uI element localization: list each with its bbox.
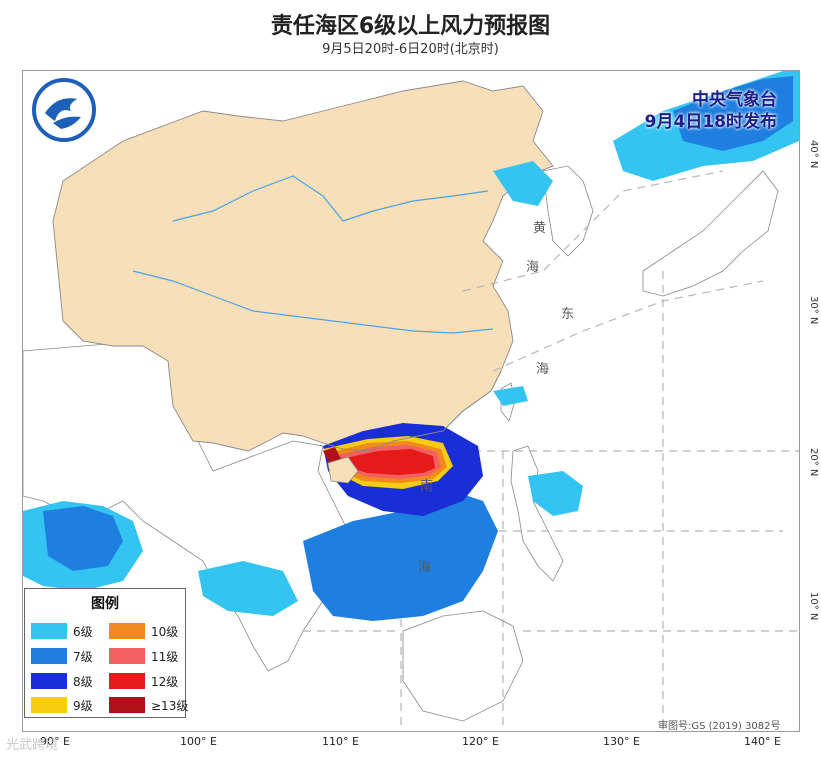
legend-label-10: 10级 (151, 625, 179, 639)
land-japan (642, 170, 779, 297)
lon-label-120: 120° E (462, 735, 499, 748)
land-china (52, 80, 554, 452)
legend-swatch-7 (31, 648, 67, 664)
issue-time: 9月4日18时发布 (644, 112, 777, 132)
coastline (322, 370, 502, 452)
cma-logo (31, 77, 97, 143)
lat-label-20: 20° N (808, 448, 819, 477)
sea-label-east-2: 海 (536, 362, 550, 377)
legend-swatch-6 (31, 623, 67, 639)
legend: 图例 6级 10级 7级 11级 8级 12级 9级 ≥13级 (24, 588, 189, 718)
sea-label-south-2: 海 (418, 560, 432, 575)
land-philippines (510, 445, 564, 582)
land-korea (542, 165, 594, 257)
legend-label-7: 7级 (73, 650, 93, 664)
legend-label-6: 6级 (73, 625, 93, 639)
lon-label-130: 130° E (603, 735, 640, 748)
issuer-name: 中央气象台 (692, 90, 777, 110)
legend-swatch-10 (109, 623, 145, 639)
wind-level-12-area (341, 449, 435, 475)
lon-label-100: 100° E (180, 735, 217, 748)
legend-label-13: ≥13级 (151, 699, 189, 713)
land-hainan (327, 456, 359, 484)
legend-label-12: 12级 (151, 675, 179, 689)
lat-label-10: 10° N (808, 592, 819, 621)
sea-label-east-1: 东 (561, 307, 575, 322)
watermark: 光武跨境 (6, 738, 59, 753)
issuer-block: 中央气象台 9月4日18时发布 (645, 89, 777, 133)
legend-swatch-12 (109, 673, 145, 689)
lon-label-110: 110° E (322, 735, 359, 748)
legend-label-11: 11级 (151, 650, 179, 664)
sea-label-south-1: 南 (420, 479, 434, 494)
wind-level-13-area (323, 447, 341, 463)
lon-label-140: 140° E (744, 735, 781, 748)
river-yellow (172, 175, 489, 222)
lat-label-40: 40° N (808, 140, 819, 169)
sea-label-yellow-2: 海 (526, 260, 540, 275)
lon-label-90: 90° E (40, 735, 70, 748)
land-borneo (402, 610, 524, 722)
legend-swatch-13 (109, 697, 145, 713)
approval-number: 审图号:GS (2019) 3082号 (658, 721, 781, 732)
legend-swatch-11 (109, 648, 145, 664)
legend-label-9: 9级 (73, 699, 93, 713)
legend-label-8: 8级 (73, 675, 93, 689)
river-yangtze (132, 270, 494, 334)
legend-title: 图例 (91, 596, 119, 612)
legend-swatch-9 (31, 697, 67, 713)
map-title: 责任海区6级以上风力预报图 (270, 14, 551, 39)
map-subtitle: 9月5日20时-6日20时(北京时) (322, 42, 499, 57)
lat-label-30: 30° N (808, 296, 819, 325)
legend-swatch-8 (31, 673, 67, 689)
sea-label-yellow-1: 黄 (533, 221, 547, 236)
wind-level-7-areas (43, 76, 793, 621)
